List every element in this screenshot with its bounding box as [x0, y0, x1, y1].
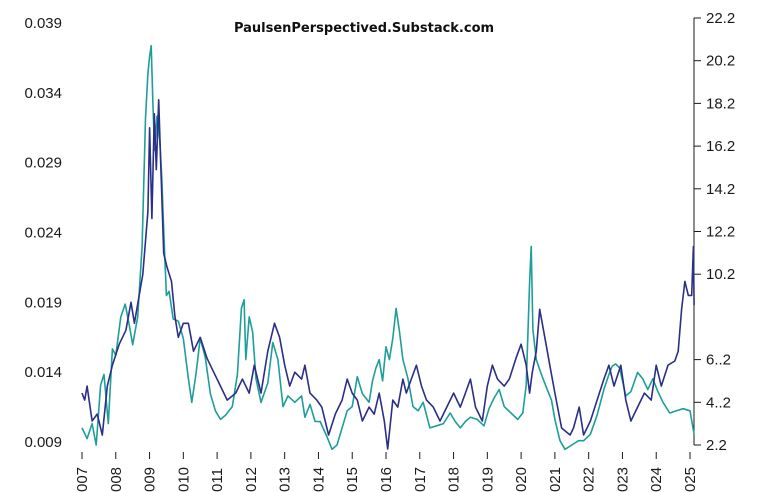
left-y-tick-label: 0.039: [24, 15, 62, 32]
x-tick-label: 015: [344, 467, 361, 492]
x-tick-label: 025: [682, 467, 699, 492]
x-tick-label: 018: [446, 467, 463, 492]
right-y-tick-label: 20.2: [706, 53, 735, 70]
series-line-right-axis: [81, 44, 695, 451]
right-y-tick-label: 2.2: [706, 437, 727, 454]
right-y-tick-label: 10.2: [706, 266, 735, 283]
right-y-tick-label: 22.2: [706, 10, 735, 27]
x-tick-label: 014: [310, 467, 327, 492]
left-y-tick-label: 0.009: [24, 434, 62, 451]
x-tick-label: 021: [547, 467, 564, 492]
left-y-tick-label: 0.019: [24, 294, 62, 311]
left-y-tick-label: 0.014: [24, 364, 62, 381]
x-tick-label: 024: [648, 467, 665, 492]
series-layer: [81, 44, 695, 451]
right-y-tick-label: 4..2: [706, 394, 731, 411]
x-tick-label: 012: [243, 467, 260, 492]
right-y-tick-label: 6..2: [706, 352, 731, 369]
left-y-tick-label: 0.029: [24, 155, 62, 172]
x-tick-label: 013: [277, 467, 294, 492]
x-tick-label: 010: [175, 467, 192, 492]
right-y-axis: 22.2 20.2 18.2 16.2 14.2 12.2 10.2 6..2 4..2 2.2: [693, 10, 735, 454]
right-y-tick-label: 18.2: [706, 95, 735, 112]
x-axis: 007 008 009 010 011 012 013 014 015 016 017 018 019 0…: [74, 452, 699, 492]
right-y-tick-label: 16.2: [706, 138, 735, 155]
x-tick-label: 019: [479, 467, 496, 492]
x-tick-label: 008: [108, 467, 125, 492]
x-tick-label: 017: [412, 467, 429, 492]
x-tick-label: 022: [581, 467, 598, 492]
left-y-axis: 0.039 0.034 0.029 0.024 0.019 0.014 0.009: [24, 15, 62, 451]
x-tick-label: 016: [378, 467, 395, 492]
x-tick-label: 009: [142, 467, 159, 492]
left-y-tick-label: 0.034: [24, 85, 62, 102]
right-y-tick-label: 12.2: [706, 224, 735, 241]
x-tick-label: 007: [74, 467, 91, 492]
right-y-tick-label: 14.2: [706, 181, 735, 198]
chart-title: PaulsenPerspectived.Substack.com: [234, 21, 494, 36]
x-tick-label: 020: [513, 467, 530, 492]
x-tick-label: 023: [614, 467, 631, 492]
series-line-left-axis: [81, 99, 695, 450]
x-tick-label: 011: [209, 468, 226, 492]
left-y-tick-label: 0.024: [24, 225, 62, 242]
